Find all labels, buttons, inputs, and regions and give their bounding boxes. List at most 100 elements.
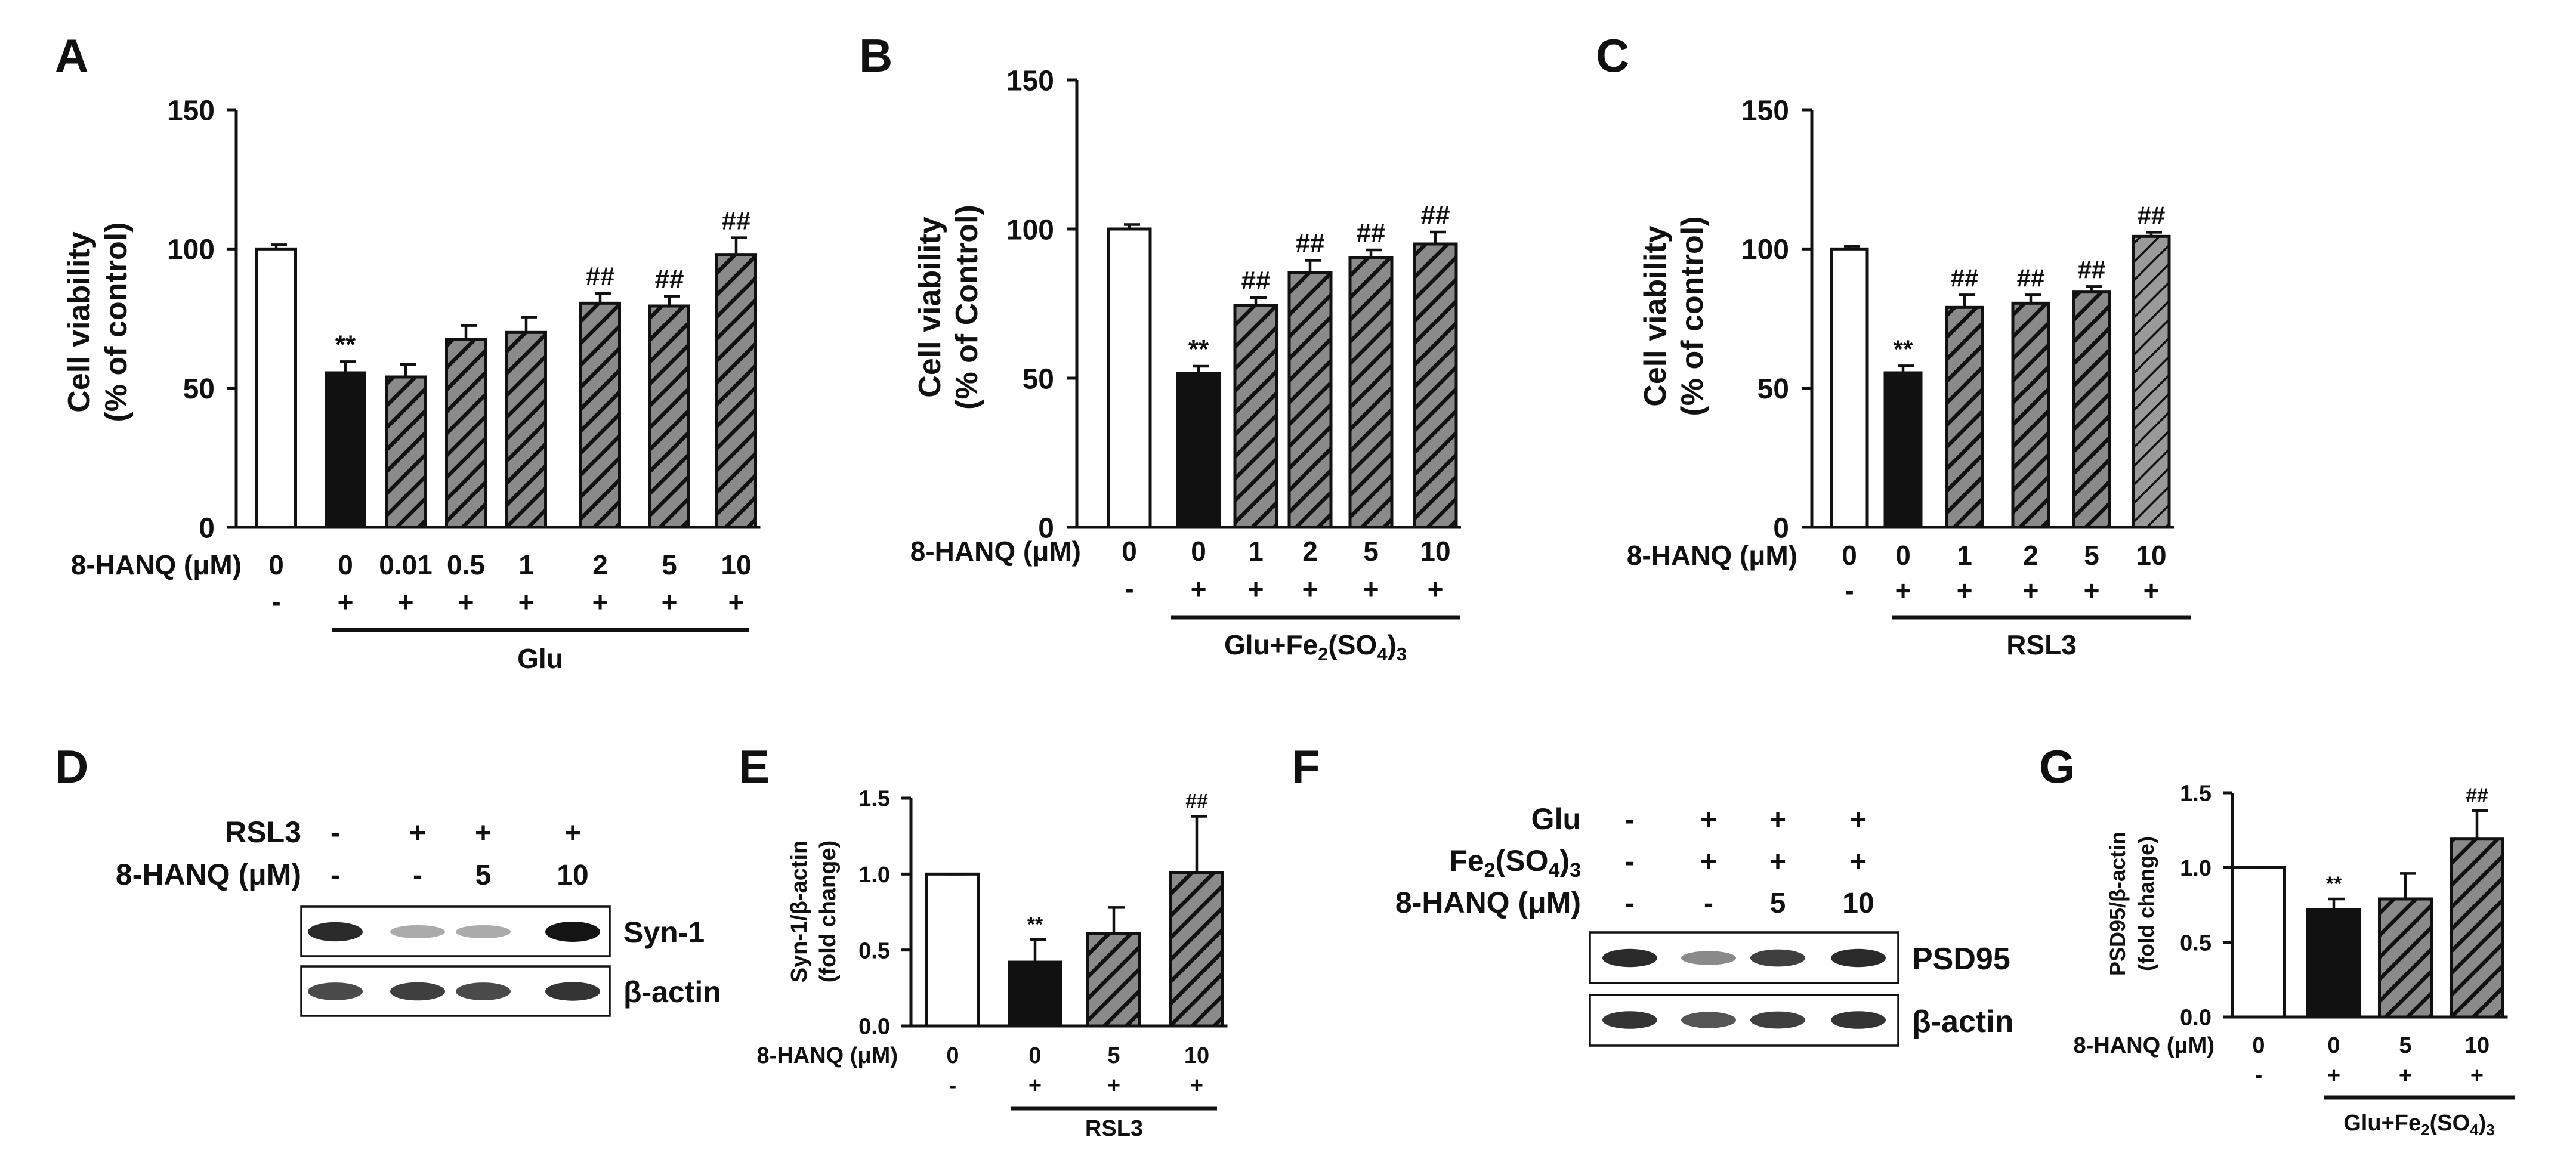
blot-f-band-label-psd95: PSD95 <box>1912 942 2010 976</box>
chart-e-treatment-label: RSL3 <box>1085 1116 1143 1141</box>
chart-c-ytick-label: 100 <box>1741 234 1789 266</box>
chart-a-category-label-5: 2 <box>592 549 608 580</box>
chart-b-treatment-sign-3: + <box>1302 573 1318 604</box>
chart-e-annotation-3: ## <box>1185 790 1208 813</box>
blot-d-r0-c0: - <box>331 817 340 849</box>
chart-a-treatment-sign-5: + <box>592 586 609 617</box>
blot-f-row-label-glu: Glu <box>1531 802 1581 836</box>
panel-letter-b: B <box>859 29 892 82</box>
chart-a-category-label-1: 0 <box>338 549 353 580</box>
chart-a-treatment-sign-4: + <box>518 586 535 617</box>
blot-f-r2-c3: 10 <box>1842 888 1874 919</box>
chart-g-ytick-label: 1.0 <box>2180 856 2211 881</box>
western-blot-d: RSL3 8-HANQ (μM) - + + + - - 5 10 Syn-1 … <box>116 815 721 1017</box>
blot-d-band-r1-lane3 <box>545 982 600 1001</box>
chart-g-ytick-label: 0.5 <box>2180 931 2211 956</box>
chart-c-category-label-1: 0 <box>1895 540 1911 571</box>
chart-e-ytick-label: 1.0 <box>858 863 890 888</box>
chart-c-category-label-3: 2 <box>2023 540 2038 571</box>
blot-f-row-label-8hanq: 8-HANQ (μM) <box>1395 886 1581 919</box>
chart-b-category-label-5: 10 <box>1420 536 1450 567</box>
chart-a-annotation-7: ## <box>722 206 751 236</box>
chart-a-category-label-0: 0 <box>268 549 284 580</box>
chart-c-errorbar-5 <box>2146 231 2162 237</box>
blot-d-row-label-rsl3: RSL3 <box>225 815 301 849</box>
chart-a-bar-4 <box>505 330 547 529</box>
chart-e-bar-0 <box>925 872 980 1028</box>
blot-f-band-label-actin: β-actin <box>1912 1005 2013 1039</box>
chart-a-category-label-4: 1 <box>518 549 534 580</box>
chart-b-ytick-label: 0 <box>1038 512 1054 544</box>
chart-a-ytick-label: 150 <box>167 95 215 126</box>
chart-a-treatment-sign-7: + <box>728 586 745 617</box>
panel-letter-f: F <box>1292 740 1320 793</box>
chart-e-treatment-sign-1: + <box>1028 1073 1042 1098</box>
chart-a-category-label-7: 10 <box>721 549 751 580</box>
chart-c-bar-4 <box>2072 290 2111 529</box>
chart-b-bar-5 <box>1413 242 1458 529</box>
chart-a-bar-0 <box>255 247 297 529</box>
chart-b-category-label-1: 0 <box>1191 536 1206 567</box>
chart-g-treatment-sign-1: + <box>2327 1063 2340 1088</box>
chart-a-ylabel-line2: (% of control) <box>99 222 134 422</box>
panel-letter-c: C <box>1596 29 1629 82</box>
chart-c-bar-0 <box>1830 247 1869 529</box>
blot-d-band-r0-lane0 <box>308 922 363 942</box>
chart-a-errorbar-4 <box>521 316 537 333</box>
chart-c-bar-1 <box>1883 371 1923 529</box>
chart-c-treatment-label: RSL3 <box>2006 629 2077 660</box>
chart-c-treatment-sign-4: + <box>2084 575 2100 606</box>
chart-b-treatment-sign-1: + <box>1191 573 1207 604</box>
chart-b-category-label-4: 5 <box>1363 536 1379 567</box>
blot-f-band-r1-lane0 <box>1602 1011 1657 1029</box>
chart-c-errorbar-2 <box>1959 293 1975 308</box>
chart-c-treatment-sign-0: - <box>1845 575 1854 606</box>
chart-a-ytick-label: 0 <box>199 512 215 544</box>
chart-b-bar-0 <box>1107 227 1152 529</box>
chart-g-bar-2 <box>2378 897 2433 1019</box>
chart-g: 0.0 0.5 1.0 1.5 PSD95/β-actin (fold change) 0 -… <box>2074 781 2515 1139</box>
blot-f-band-r0-lane0 <box>1602 948 1657 968</box>
blot-f-band-r1-lane2 <box>1750 1011 1805 1029</box>
chart-c-ylabel-line1: Cell viability <box>1638 225 1673 407</box>
chart-a-treatment-sign-0: - <box>271 586 280 617</box>
blot-f-row-label-fe: Fe2(SO4)3 <box>1449 844 1581 882</box>
chart-b-treatment-label: Glu+Fe2(SO4)3 <box>1224 629 1407 665</box>
chart-c-category-label-4: 5 <box>2084 540 2099 571</box>
blot-d-band-label-actin: β-actin <box>623 975 721 1009</box>
chart-b-errorbar-2 <box>1250 296 1267 305</box>
chart-c-ytick-label: 0 <box>1773 512 1789 544</box>
chart-a-treatment-sign-2: + <box>398 586 414 617</box>
chart-a-ytick-label: 50 <box>183 373 215 405</box>
chart-a-row-label: 8-HANQ (μM) <box>71 549 242 580</box>
blot-d-r0-c1: + <box>409 817 426 849</box>
blot-f-band-r1-lane3 <box>1831 1011 1886 1029</box>
chart-e-treatment-sign-0: - <box>949 1073 957 1098</box>
chart-g-category-label-2: 5 <box>2399 1033 2411 1058</box>
chart-e-ylabel-line2: (fold change) <box>816 840 841 983</box>
chart-a-errorbar-0 <box>271 243 287 249</box>
blot-f-r2-c2: 5 <box>1770 888 1786 919</box>
blot-d-r1-c1: - <box>413 860 422 891</box>
blot-f-r0-c1: + <box>1700 804 1717 836</box>
chart-g-annotation-3: ## <box>2466 784 2488 807</box>
blot-d-band-r1-lane2 <box>456 982 511 1000</box>
chart-g-treatment-sign-3: + <box>2470 1063 2484 1088</box>
panel-letter-d: D <box>55 740 88 793</box>
chart-e-category-label-0: 0 <box>946 1043 959 1068</box>
chart-a-treatment-sign-3: + <box>458 586 474 617</box>
chart-c-annotation-5: ## <box>2138 201 2166 229</box>
chart-g-treatment-label: Glu+Fe2(SO4)3 <box>2343 1111 2495 1139</box>
chart-b-category-label-3: 2 <box>1302 536 1318 567</box>
chart-a-errorbar-3 <box>461 324 477 339</box>
blot-f-r2-c0: - <box>1625 888 1635 919</box>
blot-f-r0-c0: - <box>1625 804 1635 836</box>
chart-g-category-label-3: 10 <box>2464 1033 2489 1058</box>
chart-c-annotation-1: ** <box>1894 335 1913 363</box>
chart-a-errorbar-1 <box>340 360 356 373</box>
chart-b-errorbar-1 <box>1193 364 1209 374</box>
chart-a-category-label-2: 0.01 <box>379 549 433 580</box>
chart-b-treatment-sign-0: - <box>1125 573 1133 604</box>
blot-d-band-r0-lane2 <box>456 925 511 939</box>
